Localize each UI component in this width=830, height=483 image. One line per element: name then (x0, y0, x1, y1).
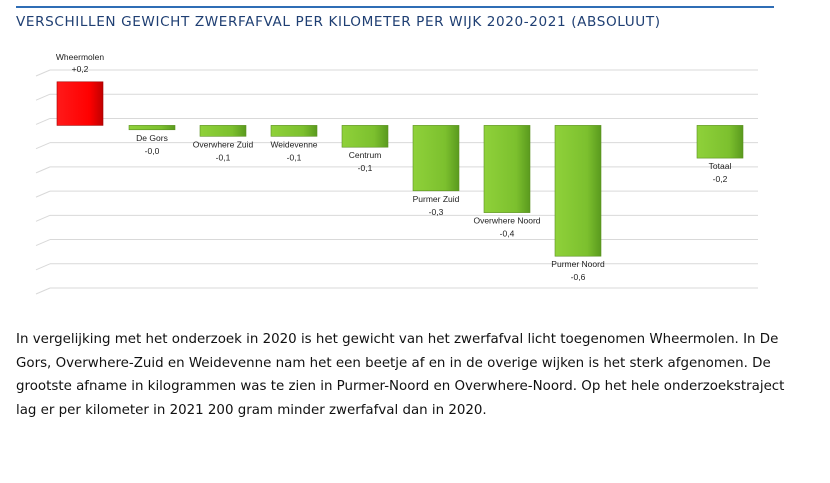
category-label: Centrum (349, 150, 382, 160)
gridline-stub (35, 214, 51, 222)
category-label: Purmer Noord (551, 259, 605, 269)
value-label: -0,3 (429, 207, 444, 217)
category-label: De Gors (136, 133, 168, 143)
category-label: Wheermolen (56, 52, 104, 62)
value-label: -0,4 (500, 229, 515, 239)
value-label: -0,1 (287, 152, 302, 162)
category-label: Overwhere Noord (473, 216, 540, 226)
gridline-stub (35, 142, 51, 150)
bar-overwhere-zuid (199, 125, 247, 137)
bar-totaal (696, 125, 744, 159)
gridline-stub (35, 69, 51, 77)
gridline-stub (35, 287, 51, 295)
value-label: -0,2 (713, 174, 728, 184)
gridline-stub (35, 239, 51, 247)
bar-chart-svg: Wheermolen +0,2 De Gors -0,0 Overwhere Zuid -… (35, 52, 758, 295)
top-rule (16, 6, 774, 8)
value-label: -0,1 (358, 163, 373, 173)
category-label: Weidevenne (270, 139, 317, 149)
chart: Wheermolen +0,2 De Gors -0,0 Overwhere Zuid -… (0, 48, 830, 310)
value-label: -0,0 (145, 146, 160, 156)
category-label: Overwhere Zuid (193, 139, 254, 149)
gridline-stub (35, 117, 51, 125)
bar-weidevenne (270, 125, 318, 137)
gridline-stub (35, 166, 51, 174)
value-label: -0,1 (216, 152, 231, 162)
description-paragraph: In vergelijking met het onderzoek in 202… (16, 332, 785, 418)
value-label: -0,6 (571, 272, 586, 282)
bar-centrum (341, 125, 389, 148)
bar-purmer-noord (554, 125, 602, 257)
value-label: +0,2 (72, 64, 89, 74)
chart-title: VERSCHILLEN GEWICHT ZWERFAFVAL PER KILOM… (16, 14, 661, 30)
gridline-stub (35, 263, 51, 271)
bar-wheermolen (56, 81, 104, 126)
gridline-stub (35, 190, 51, 198)
category-label: Purmer Zuid (413, 194, 460, 204)
category-label: Totaal (709, 161, 732, 171)
bar-purmer-zuid (412, 125, 460, 192)
bar-overwhere-noord (483, 125, 531, 213)
bar-de-gors (128, 125, 176, 131)
gridline-stub (35, 93, 51, 101)
